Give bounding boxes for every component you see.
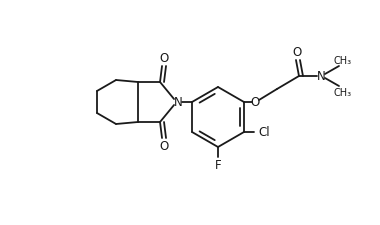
Text: F: F [215,159,221,172]
Text: CH₃: CH₃ [334,88,352,98]
Text: O: O [250,96,260,109]
Text: O: O [159,52,169,65]
Text: CH₃: CH₃ [334,56,352,66]
Text: O: O [292,46,302,59]
Text: N: N [317,70,325,83]
Text: N: N [174,96,182,109]
Text: O: O [159,140,169,153]
Text: Cl: Cl [258,126,270,139]
